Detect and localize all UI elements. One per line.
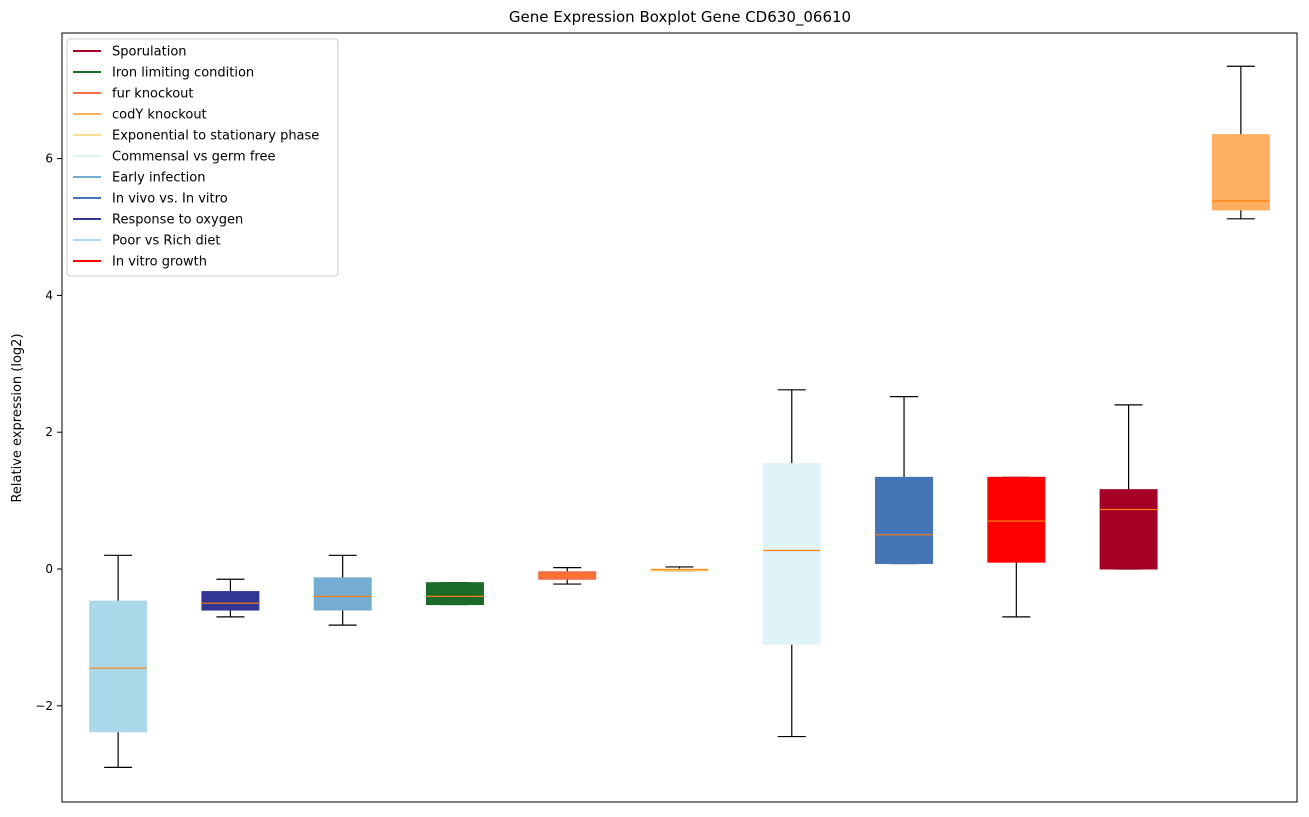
box-8 [875, 396, 934, 565]
box-body [762, 463, 821, 645]
box-body [1211, 134, 1270, 211]
box-body [201, 591, 260, 611]
legend-label: In vivo vs. In vitro [112, 192, 228, 207]
legend-entry: Exponential to stationary phase [73, 129, 319, 144]
legend-entry: Commensal vs germ free [73, 150, 275, 165]
legend-label: Iron limiting condition [112, 66, 254, 81]
box-4 [425, 582, 484, 606]
legend-entry: In vitro growth [73, 255, 207, 270]
legend-label: Early infection [112, 171, 205, 186]
legend-label: Poor vs Rich diet [112, 234, 220, 249]
box-body [89, 600, 148, 733]
box-6 [650, 566, 709, 572]
box-1 [89, 554, 148, 768]
legend-label: Commensal vs germ free [112, 150, 275, 165]
legend-entry: Sporulation [73, 45, 187, 60]
legend-entry: Iron limiting condition [73, 66, 254, 81]
box-2 [201, 578, 260, 618]
legend-entry: Response to oxygen [73, 213, 243, 228]
y-tick-label: 4 [45, 288, 53, 302]
box-9 [987, 476, 1046, 618]
box-10 [1099, 404, 1158, 570]
box-7 [762, 389, 821, 738]
legend-label: fur knockout [112, 87, 194, 102]
axes-layer: −2 0 2 4 6 [35, 32, 1298, 803]
y-tick-label: 2 [45, 425, 53, 439]
legend-entry: codY knockout [73, 108, 207, 123]
legend-label: codY knockout [112, 108, 207, 123]
legend-frame [66, 38, 339, 277]
legend-label: Exponential to stationary phase [112, 129, 319, 144]
box-body [425, 582, 484, 606]
box-11 [1211, 65, 1270, 220]
y-tick-label: 6 [45, 152, 53, 166]
box-body [1099, 489, 1158, 570]
box-body [313, 577, 372, 611]
chart-title: Gene Expression Boxplot Gene CD630_06610 [509, 8, 851, 27]
legend-label: Response to oxygen [112, 213, 243, 228]
box-body [875, 476, 934, 565]
legend-label: In vitro growth [112, 255, 207, 270]
legend-entry: fur knockout [73, 87, 194, 102]
legend-entry: In vivo vs. In vitro [73, 192, 228, 207]
y-axis-label: Relative expression (log2) [10, 333, 25, 502]
box-5 [538, 567, 597, 585]
plot-frame [61, 32, 1298, 803]
legend-entry: Early infection [73, 171, 205, 186]
legend-label: Sporulation [112, 45, 187, 60]
legend: Sporulation Iron limiting condition fur kn… [66, 38, 339, 277]
box-body [987, 476, 1046, 563]
box-3 [313, 554, 372, 626]
legend-entry: Poor vs Rich diet [73, 234, 220, 249]
y-tick-label: −2 [35, 699, 53, 713]
boxes-layer [89, 65, 1270, 768]
y-tick-label: 0 [45, 562, 53, 576]
